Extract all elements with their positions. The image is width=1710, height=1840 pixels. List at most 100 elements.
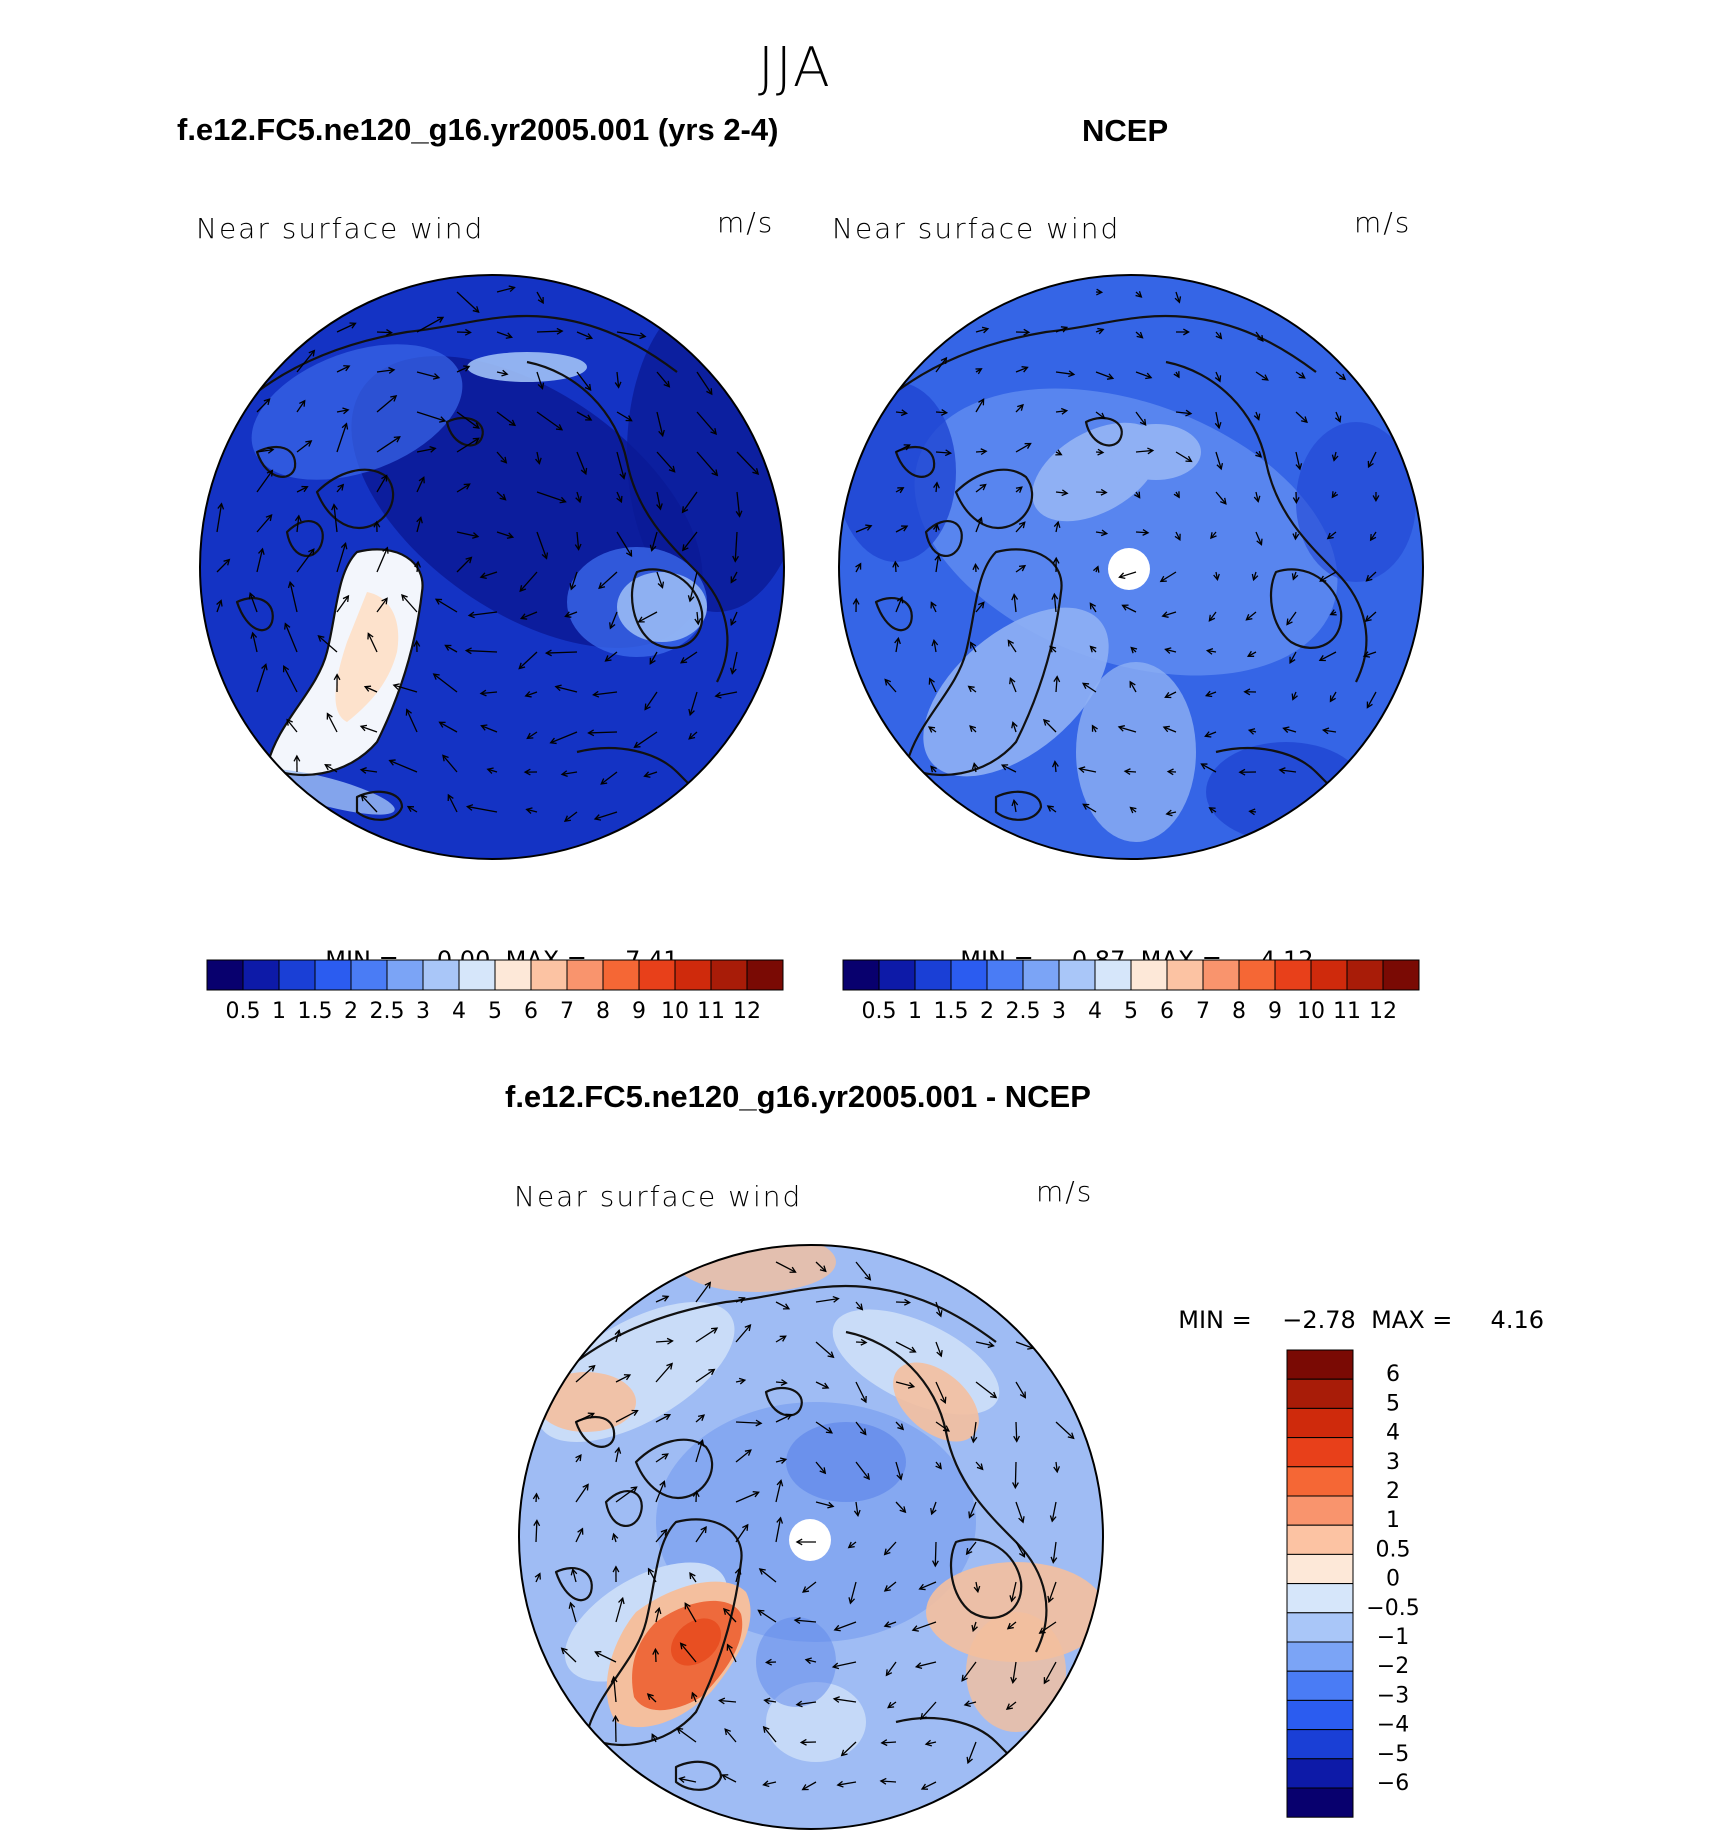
diff-warm-n: [676, 1232, 836, 1292]
obs-colorbar-tick-label: 3: [1052, 999, 1066, 1024]
model-panel-title: f.e12.FC5.ne120_g16.yr2005.001 (yrs 2-4): [177, 112, 778, 148]
obs-colorbar-swatch: [1167, 960, 1203, 990]
diff-colorbar-tick-label: 2: [1386, 1479, 1400, 1504]
diff-units-label: m/s: [1036, 1175, 1093, 1208]
model-colorbar-swatch: [675, 960, 711, 990]
diff-colorbar-swatch: [1287, 1700, 1353, 1729]
obs-colorbar-swatch: [1095, 960, 1131, 990]
wind-vector: [536, 1520, 537, 1542]
season-title: JJA: [758, 36, 832, 99]
obs-colorbar-swatch: [1059, 960, 1095, 990]
diff-colorbar-tick-label: −6: [1377, 1771, 1409, 1796]
diff-colorbar-tick-label: 6: [1386, 1362, 1400, 1387]
obs-dark-patch-se: [1206, 742, 1366, 842]
model-colorbar-tick-label: 7: [560, 999, 574, 1024]
diff-colorbar-swatch: [1287, 1730, 1353, 1759]
obs-colorbar-swatch: [1347, 960, 1383, 990]
diff-variable-label: Near surface wind: [514, 1180, 802, 1213]
model-colorbar-tick-label: 12: [733, 999, 761, 1024]
obs-colorbar-tick-label: 0.5: [862, 999, 897, 1024]
diff-colorbar-tick-label: −0.5: [1366, 1596, 1419, 1621]
model-colorbar-tick-label: 5: [488, 999, 502, 1024]
obs-colorbar-tick-label: 7: [1196, 999, 1210, 1024]
diff-colorbar-tick-label: 0.5: [1376, 1537, 1411, 1562]
diff-colorbar-tick-label: 3: [1386, 1450, 1400, 1475]
model-colorbar-tick-label: 10: [661, 999, 689, 1024]
model-colorbar-swatch: [351, 960, 387, 990]
model-colorbar-swatch: [279, 960, 315, 990]
model-colorbar-swatch: [567, 960, 603, 990]
obs-units-label: m/s: [1354, 206, 1411, 239]
diff-min-label: MIN =: [1178, 1306, 1251, 1334]
diff-colorbar-swatch: [1287, 1759, 1353, 1788]
obs-polar-map: [836, 272, 1426, 862]
diff-colorbar-swatch: [1287, 1554, 1353, 1583]
diff-colorbar-swatch: [1287, 1350, 1353, 1379]
obs-panel-title: NCEP: [1082, 113, 1168, 149]
model-colorbar-tick-label: 8: [596, 999, 610, 1024]
obs-colorbar-swatch: [1131, 960, 1167, 990]
model-colorbar-swatch: [531, 960, 567, 990]
diff-colorbar-tick-label: −1: [1377, 1625, 1409, 1650]
model-colorbar-swatch: [315, 960, 351, 990]
model-colorbar-swatch: [747, 960, 783, 990]
diff-colorbar-tick-label: −3: [1377, 1683, 1409, 1708]
model-colorbar-swatch: [711, 960, 747, 990]
model-colorbar-tick-label: 3: [416, 999, 430, 1024]
obs-colorbar-swatch: [987, 960, 1023, 990]
model-colorbar-tick-label: 11: [697, 999, 725, 1024]
model-colorbar-swatch: [639, 960, 675, 990]
obs-dark-patch-e: [1296, 422, 1416, 582]
model-pale-patch-e: [617, 572, 707, 642]
diff-colorbar-tick-label: −4: [1377, 1713, 1409, 1738]
diff-colorbar-swatch: [1287, 1379, 1353, 1408]
model-colorbar-swatch: [243, 960, 279, 990]
obs-colorbar-tick-label: 2: [980, 999, 994, 1024]
diff-colorbar-swatch: [1287, 1525, 1353, 1554]
obs-light-patch-n2: [1111, 424, 1201, 480]
wind-vector: [1016, 1422, 1017, 1441]
model-colorbar-swatch: [603, 960, 639, 990]
diff-colorbar-tick-label: −2: [1377, 1654, 1409, 1679]
obs-colorbar-swatch: [1383, 960, 1419, 990]
model-colorbar-tick-label: 2: [344, 999, 358, 1024]
obs-variable-label: Near surface wind: [832, 212, 1120, 245]
obs-colorbar-swatch: [1023, 960, 1059, 990]
diff-colorbar-swatch: [1287, 1467, 1353, 1496]
diff-colorbar-tick-label: −5: [1377, 1742, 1409, 1767]
diff-colorbar-swatch: [1287, 1671, 1353, 1700]
obs-colorbar-tick-label: 1.5: [934, 999, 969, 1024]
wind-vector: [1015, 1462, 1016, 1488]
diff-max-label: MAX =: [1371, 1306, 1452, 1334]
diff-stats: MIN = −2.78 MAX = 4.16: [1163, 1278, 1544, 1334]
wind-vector: [935, 1542, 936, 1566]
diff-colorbar-swatch: [1287, 1642, 1353, 1671]
model-colorbar-tick-label: 1.5: [298, 999, 333, 1024]
diff-colorbar-swatch: [1287, 1613, 1353, 1642]
obs-light-patch-s: [1076, 662, 1196, 842]
model-colorbar-tick-label: 9: [632, 999, 646, 1024]
diff-max-value: 4.16: [1491, 1306, 1544, 1334]
obs-colorbar-tick-label: 8: [1232, 999, 1246, 1024]
model-colorbar-swatch: [423, 960, 459, 990]
model-colorbar-tick-label: 2.5: [370, 999, 405, 1024]
wind-vector: [377, 332, 392, 333]
diff-colorbar-swatch: [1287, 1438, 1353, 1467]
wind-vector: [537, 331, 562, 332]
model-colorbar-tick-label: 1: [272, 999, 286, 1024]
model-colorbar-tick-label: 0.5: [226, 999, 261, 1024]
obs-colorbar-swatch: [843, 960, 879, 990]
model-colorbar-swatch: [459, 960, 495, 990]
diff-colorbar-swatch: [1287, 1584, 1353, 1613]
diff-colorbar-tick-label: 0: [1386, 1567, 1400, 1592]
diff-colorbar-tick-label: 5: [1386, 1391, 1400, 1416]
obs-colorbar-swatch: [951, 960, 987, 990]
obs-colorbar-tick-label: 1: [908, 999, 922, 1024]
diff-pole-hole: [789, 1519, 831, 1561]
obs-colorbar-tick-label: 9: [1268, 999, 1282, 1024]
diff-min-value: −2.78: [1282, 1306, 1356, 1334]
obs-colorbar-swatch: [915, 960, 951, 990]
wind-vector: [896, 1302, 910, 1303]
